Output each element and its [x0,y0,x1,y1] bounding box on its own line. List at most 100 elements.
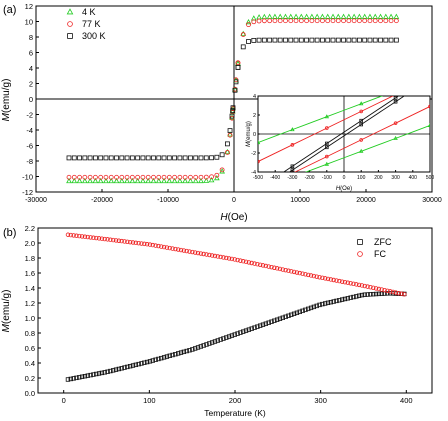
data-point [130,240,136,245]
data-point [150,242,155,248]
data-point [71,177,78,184]
inset-point [258,140,261,145]
data-point [173,352,178,357]
data-point [340,13,347,19]
data-point [71,174,77,180]
data-point [314,18,320,24]
data-point [98,174,104,180]
data-point [274,266,280,271]
data-point [229,113,235,119]
data-point [251,19,257,25]
data-point [330,18,336,24]
data-point [226,256,232,261]
data-point [129,174,135,180]
inset-point [429,77,432,80]
data-point [298,13,305,19]
data-point [181,349,187,355]
panel-a-x-ticks: -30000 -20000 -10000 0 10000 20000 30000 [25,189,442,204]
data-point [233,79,239,85]
data-point [256,14,262,20]
data-point [227,131,233,137]
data-point [339,279,345,284]
data-point [390,289,396,295]
data-point [306,272,311,278]
data-point [129,155,135,161]
inset-point [290,164,295,169]
panel-a-ylabel: M(emu/g) [1,79,12,122]
inset-loop-group [258,77,432,172]
data-point [379,287,384,292]
data-point [198,344,204,349]
data-point [82,174,88,180]
data-point [71,376,76,381]
data-point [235,60,241,66]
inset-point [393,99,398,104]
data-point [102,236,107,242]
data-point [219,167,225,173]
data-point [87,155,93,161]
data-point [77,155,82,161]
inset-ylabel: M(emu/g) [246,121,252,147]
data-point [371,291,376,297]
data-point [153,243,158,248]
data-point [346,37,352,43]
data-point [385,291,390,296]
data-point [249,326,254,331]
inset-point [324,141,329,146]
data-point [365,292,370,297]
data-point [300,271,305,276]
data-point [108,368,113,374]
data-point [257,323,263,328]
panel-b-legend: ZFC FC [357,237,392,259]
data-point [252,325,257,330]
data-point [235,331,240,336]
data-point [246,327,252,332]
inset-point [324,126,329,130]
x-tick-label: 0 [232,197,236,204]
data-point [297,270,302,276]
data-point [184,348,189,354]
inset-x-tick-label: -300 [287,175,297,181]
data-point [261,37,267,43]
inset-point [393,121,398,125]
data-point [140,174,146,180]
data-point [348,295,353,300]
data-point [159,244,164,249]
inset-point [291,171,294,172]
data-point [119,155,125,161]
data-point [68,376,74,382]
legend-marker [67,21,73,27]
data-point [207,341,212,346]
data-point [283,37,288,43]
inset-x-tick-label: -200 [305,175,315,181]
data-point [145,155,151,161]
data-point [177,155,183,161]
data-point [241,259,246,264]
data-point [182,177,189,184]
data-point [178,247,184,253]
data-point [298,37,304,43]
data-point [252,261,257,266]
data-point [243,259,249,265]
data-point [74,233,79,238]
data-point [93,174,98,180]
data-point [135,155,141,161]
data-point [257,262,263,267]
y-tick-label: 1.6 [25,269,35,278]
data-point [325,37,331,43]
data-point [378,18,383,24]
data-point [235,64,241,70]
data-point [277,13,284,19]
data-point [209,155,214,161]
data-point [308,273,314,278]
data-point [136,240,141,246]
data-point [335,37,341,43]
data-point [224,150,230,155]
data-point [373,286,379,291]
panel-b-points [65,232,407,382]
data-point [204,252,209,257]
data-point [314,274,319,279]
data-point [150,358,155,363]
data-point [227,128,233,134]
panel-b-ylabel: M(emu/g) [1,290,12,333]
